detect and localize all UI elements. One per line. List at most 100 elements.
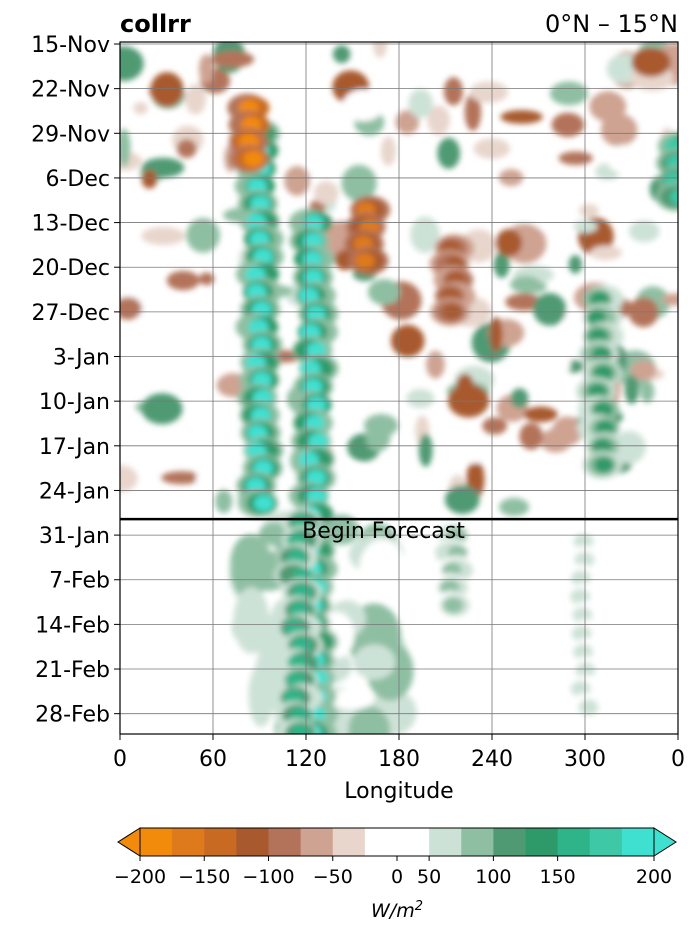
y-tick-label: 13-Dec <box>31 212 110 237</box>
feature-blob <box>303 232 324 249</box>
colorbar-extend-low <box>117 827 141 857</box>
anomaly-blob <box>418 433 433 467</box>
y-tick-label: 7-Feb <box>49 569 110 594</box>
feature-blob <box>306 342 327 359</box>
anomaly-blob <box>380 136 396 166</box>
colorbar-swatch <box>364 828 398 856</box>
anomaly-blob <box>120 465 138 493</box>
anomaly-blob <box>141 169 158 189</box>
anomaly-blob <box>324 514 360 545</box>
y-tick-label: 3-Jan <box>53 346 110 371</box>
anomaly-blob <box>567 483 589 510</box>
anomaly-blob <box>519 422 543 450</box>
feature-blob <box>305 469 326 486</box>
anomaly-blob <box>510 275 541 293</box>
y-tick-label: 14-Feb <box>35 613 110 638</box>
feature-blob <box>298 287 319 304</box>
feature-blob <box>305 305 326 322</box>
anomaly-blob <box>341 164 377 202</box>
anomaly-blob <box>195 466 215 496</box>
anomaly-blob <box>631 47 671 77</box>
colorbar-swatch <box>493 828 526 856</box>
anomaly-blob <box>198 272 215 286</box>
anomaly-blob <box>390 324 425 357</box>
feature-blob <box>591 346 612 363</box>
x-tick-label: 0 <box>671 747 685 772</box>
colorbar: −200 −150 −100 −50 0 50 100 150 200 <box>114 827 677 888</box>
feature-blob <box>443 597 464 614</box>
feature-blob <box>304 415 325 432</box>
anomaly-blob <box>353 644 396 680</box>
colorbar-tick-label: 0 <box>391 866 403 888</box>
feature-blob <box>588 327 609 344</box>
x-axis-label: Longitude <box>344 779 453 804</box>
colorbar-extend-high <box>653 827 677 857</box>
feature-blob <box>570 570 591 587</box>
anomaly-blob <box>640 380 655 403</box>
feature-blob <box>593 456 614 473</box>
colorbar-tick-label: −50 <box>313 866 353 888</box>
colorbar-swatch <box>621 828 655 856</box>
anomaly-blob <box>395 110 420 135</box>
feature-blob <box>302 251 323 268</box>
x-axis: 0 60 120 180 240 300 0 <box>113 734 685 772</box>
anomaly-blob <box>518 189 533 220</box>
colorbar-swatch <box>172 828 205 856</box>
anomaly-blob <box>365 422 391 452</box>
anomaly-blob <box>510 388 529 408</box>
anomaly-blob <box>330 688 375 710</box>
feature-blob <box>574 551 595 568</box>
colorbar-tick-label: 100 <box>475 866 511 888</box>
anomaly-blob <box>211 51 255 68</box>
feature-blob <box>303 269 324 286</box>
feature-blob <box>593 401 614 418</box>
colorbar-swatch <box>557 828 591 856</box>
anomaly-blob <box>500 110 543 124</box>
anomaly-blob <box>482 417 508 435</box>
y-tick-label: 6-Dec <box>45 167 110 192</box>
anomaly-blob <box>558 151 593 165</box>
anomaly-blob <box>579 204 599 218</box>
anomaly-blob <box>549 81 589 106</box>
feature-blob <box>586 309 607 326</box>
anomaly-blob <box>499 497 530 517</box>
feature-blob <box>572 644 593 661</box>
feature-blob <box>299 451 320 468</box>
feature-blob <box>572 607 593 624</box>
anomaly-blob <box>447 383 490 418</box>
anomaly-blob <box>589 91 627 122</box>
feature-blob <box>587 383 608 400</box>
anomaly-blob <box>141 393 183 425</box>
x-tick-label: 300 <box>564 747 606 772</box>
anomaly-blob <box>573 220 598 233</box>
contour-field <box>120 42 678 734</box>
feature-blob <box>578 699 599 716</box>
anomaly-blob <box>185 83 206 115</box>
colorbar-swatch <box>429 828 462 856</box>
anomaly-blob <box>373 42 387 58</box>
y-tick-label: 28-Feb <box>35 703 110 728</box>
colorbar-tick-label: −200 <box>114 866 166 888</box>
y-tick-label: 27-Dec <box>31 301 110 326</box>
feature-blob <box>573 533 594 550</box>
colorbar-swatch <box>300 828 334 856</box>
anomaly-blob <box>561 307 585 340</box>
feature-blob <box>595 420 616 437</box>
colorbar-tick-label: −150 <box>178 866 230 888</box>
colorbar-tick-label: 150 <box>539 866 575 888</box>
y-axis: 15-Nov 22-Nov 29-Nov 6-Dec 13-Dec 20-Dec 27-De… <box>31 33 120 728</box>
anomaly-blob <box>120 296 142 320</box>
anomaly-blob <box>600 113 638 147</box>
anomaly-blob <box>528 342 571 383</box>
feature-blob <box>575 662 596 679</box>
anomaly-blob <box>215 489 233 514</box>
y-tick-label: 21-Feb <box>35 658 110 683</box>
anomaly-blob <box>406 389 435 408</box>
feature-blob <box>253 495 274 512</box>
anomaly-blob <box>469 81 509 103</box>
anomaly-blob <box>551 112 585 137</box>
feature-blob <box>354 252 375 269</box>
colorbar-label: W/m2 <box>371 899 423 923</box>
anomaly-blob <box>464 93 482 131</box>
